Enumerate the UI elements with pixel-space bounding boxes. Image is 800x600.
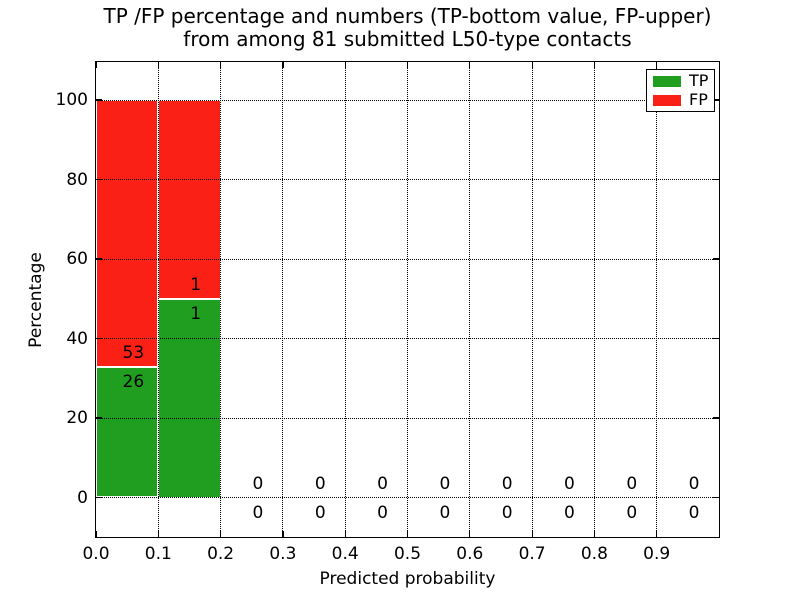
- annotation-fp-count: 0: [564, 474, 575, 494]
- x-tick-label: 0.7: [518, 544, 546, 564]
- gridline-vertical: [531, 62, 533, 537]
- y-tick-mark-right: [713, 258, 719, 260]
- x-tick-mark-top: [282, 62, 284, 68]
- x-tick-mark-top: [95, 62, 97, 68]
- gridline-vertical: [407, 62, 408, 537]
- x-tick-mark-bottom: [469, 531, 471, 537]
- x-tick-mark-bottom: [656, 531, 658, 537]
- y-tick-mark-right: [713, 337, 719, 340]
- chart-title: TP /FP percentage and numbers (TP-bottom…: [96, 5, 719, 51]
- legend-item-fp: FP: [647, 92, 714, 108]
- y-tick-mark-right: [713, 496, 719, 499]
- y-tick-label: 0: [77, 487, 88, 508]
- gridline-vertical: [469, 62, 471, 537]
- x-tick-mark-top: [656, 62, 658, 68]
- gridline-horizontal: [96, 99, 719, 101]
- legend-swatch-tp: [653, 75, 681, 87]
- annotation-fp-count: 1: [190, 275, 202, 296]
- legend-item-tp: TP: [647, 73, 714, 89]
- bar-tp-segment: [158, 298, 221, 498]
- x-tick-mark-bottom: [344, 531, 346, 537]
- x-tick-label: 0.5: [393, 544, 422, 564]
- chart-title-line2: from among 81 submitted L50-type contact…: [183, 27, 632, 51]
- gridline-vertical: [344, 62, 346, 537]
- legend-label-tp: TP: [689, 71, 709, 90]
- annotation-fp-count: 0: [314, 474, 326, 494]
- gridline-vertical: [220, 62, 222, 537]
- bar-fp-segment: [158, 100, 221, 299]
- y-tick-mark-right: [713, 178, 719, 181]
- x-tick-label: 0.0: [82, 544, 110, 564]
- y-tick-label: 40: [66, 328, 88, 349]
- y-tick-mark-left: [96, 258, 102, 260]
- x-tick-label: 0.8: [580, 544, 608, 564]
- x-tick-mark-top: [344, 62, 346, 68]
- x-tick-mark-top: [531, 62, 533, 68]
- legend-swatch-fp: [653, 94, 681, 106]
- annotation-tp-count: 1: [190, 303, 202, 324]
- legend-label-fp: FP: [689, 90, 708, 109]
- annotation-tp-count: 0: [439, 502, 451, 523]
- y-tick-mark-left: [96, 99, 102, 101]
- x-tick-label: 0.9: [643, 544, 671, 564]
- annotation-tp-count: 26: [122, 371, 145, 392]
- annotation-fp-count: 0: [439, 474, 451, 494]
- y-tick-label: 80: [66, 169, 88, 190]
- x-tick-mark-bottom: [95, 531, 97, 537]
- y-tick-label: 60: [66, 249, 88, 269]
- gridline-vertical: [593, 62, 595, 537]
- x-tick-mark-bottom: [593, 531, 596, 537]
- y-tick-mark-left: [96, 496, 102, 499]
- y-tick-mark-left: [96, 417, 102, 419]
- annotation-fp-count: 0: [501, 474, 513, 494]
- x-axis-label: Predicted probability: [319, 569, 496, 589]
- annotation-fp-count: 0: [688, 474, 700, 494]
- gridline-horizontal: [96, 417, 719, 419]
- annotation-fp-count: 0: [252, 474, 264, 494]
- gridline-horizontal: [96, 338, 719, 339]
- x-tick-label: 0.6: [456, 544, 484, 564]
- x-tick-mark-top: [469, 62, 471, 68]
- y-tick-label: 20: [66, 408, 88, 428]
- x-tick-mark-bottom: [282, 531, 284, 537]
- annotation-fp-count: 0: [626, 474, 638, 494]
- bar-fp-segment: [96, 100, 159, 367]
- x-tick-mark-bottom: [406, 531, 409, 537]
- annotation-tp-count: 0: [564, 502, 575, 523]
- x-tick-mark-top: [220, 62, 222, 68]
- annotation-fp-count: 0: [377, 474, 388, 494]
- x-tick-label: 0.2: [207, 544, 235, 564]
- annotation-tp-count: 0: [377, 502, 388, 523]
- x-tick-label: 0.3: [269, 544, 297, 564]
- gridline-horizontal: [96, 179, 719, 180]
- annotation-tp-count: 0: [688, 502, 700, 523]
- y-tick-mark-right: [713, 99, 719, 101]
- y-tick-mark-right: [713, 417, 719, 419]
- gridline-horizontal: [96, 258, 719, 260]
- gridline-vertical: [656, 62, 658, 537]
- y-tick-mark-left: [96, 178, 102, 181]
- legend: TP FP: [646, 69, 715, 112]
- y-tick-label: 100: [55, 90, 88, 110]
- bar-tp-segment: [96, 366, 159, 498]
- annotation-tp-count: 0: [501, 502, 513, 523]
- x-tick-mark-top: [406, 62, 409, 68]
- annotation-fp-count: 53: [122, 343, 145, 364]
- y-tick-mark-left: [96, 337, 102, 340]
- annotation-tp-count: 0: [314, 502, 326, 523]
- x-tick-mark-bottom: [531, 531, 533, 537]
- chart-title-line1: TP /FP percentage and numbers (TP-bottom…: [103, 4, 712, 28]
- gridline-horizontal: [96, 497, 719, 498]
- x-tick-mark-top: [157, 62, 159, 68]
- gridline-vertical: [282, 62, 284, 537]
- x-tick-label: 0.4: [331, 544, 359, 564]
- annotation-tp-count: 0: [252, 502, 264, 523]
- x-tick-mark-bottom: [220, 531, 222, 537]
- x-tick-mark-bottom: [157, 531, 159, 537]
- annotation-tp-count: 0: [626, 502, 638, 523]
- x-tick-label: 0.1: [144, 544, 172, 564]
- gridline-vertical: [157, 62, 159, 537]
- x-tick-mark-top: [593, 62, 596, 68]
